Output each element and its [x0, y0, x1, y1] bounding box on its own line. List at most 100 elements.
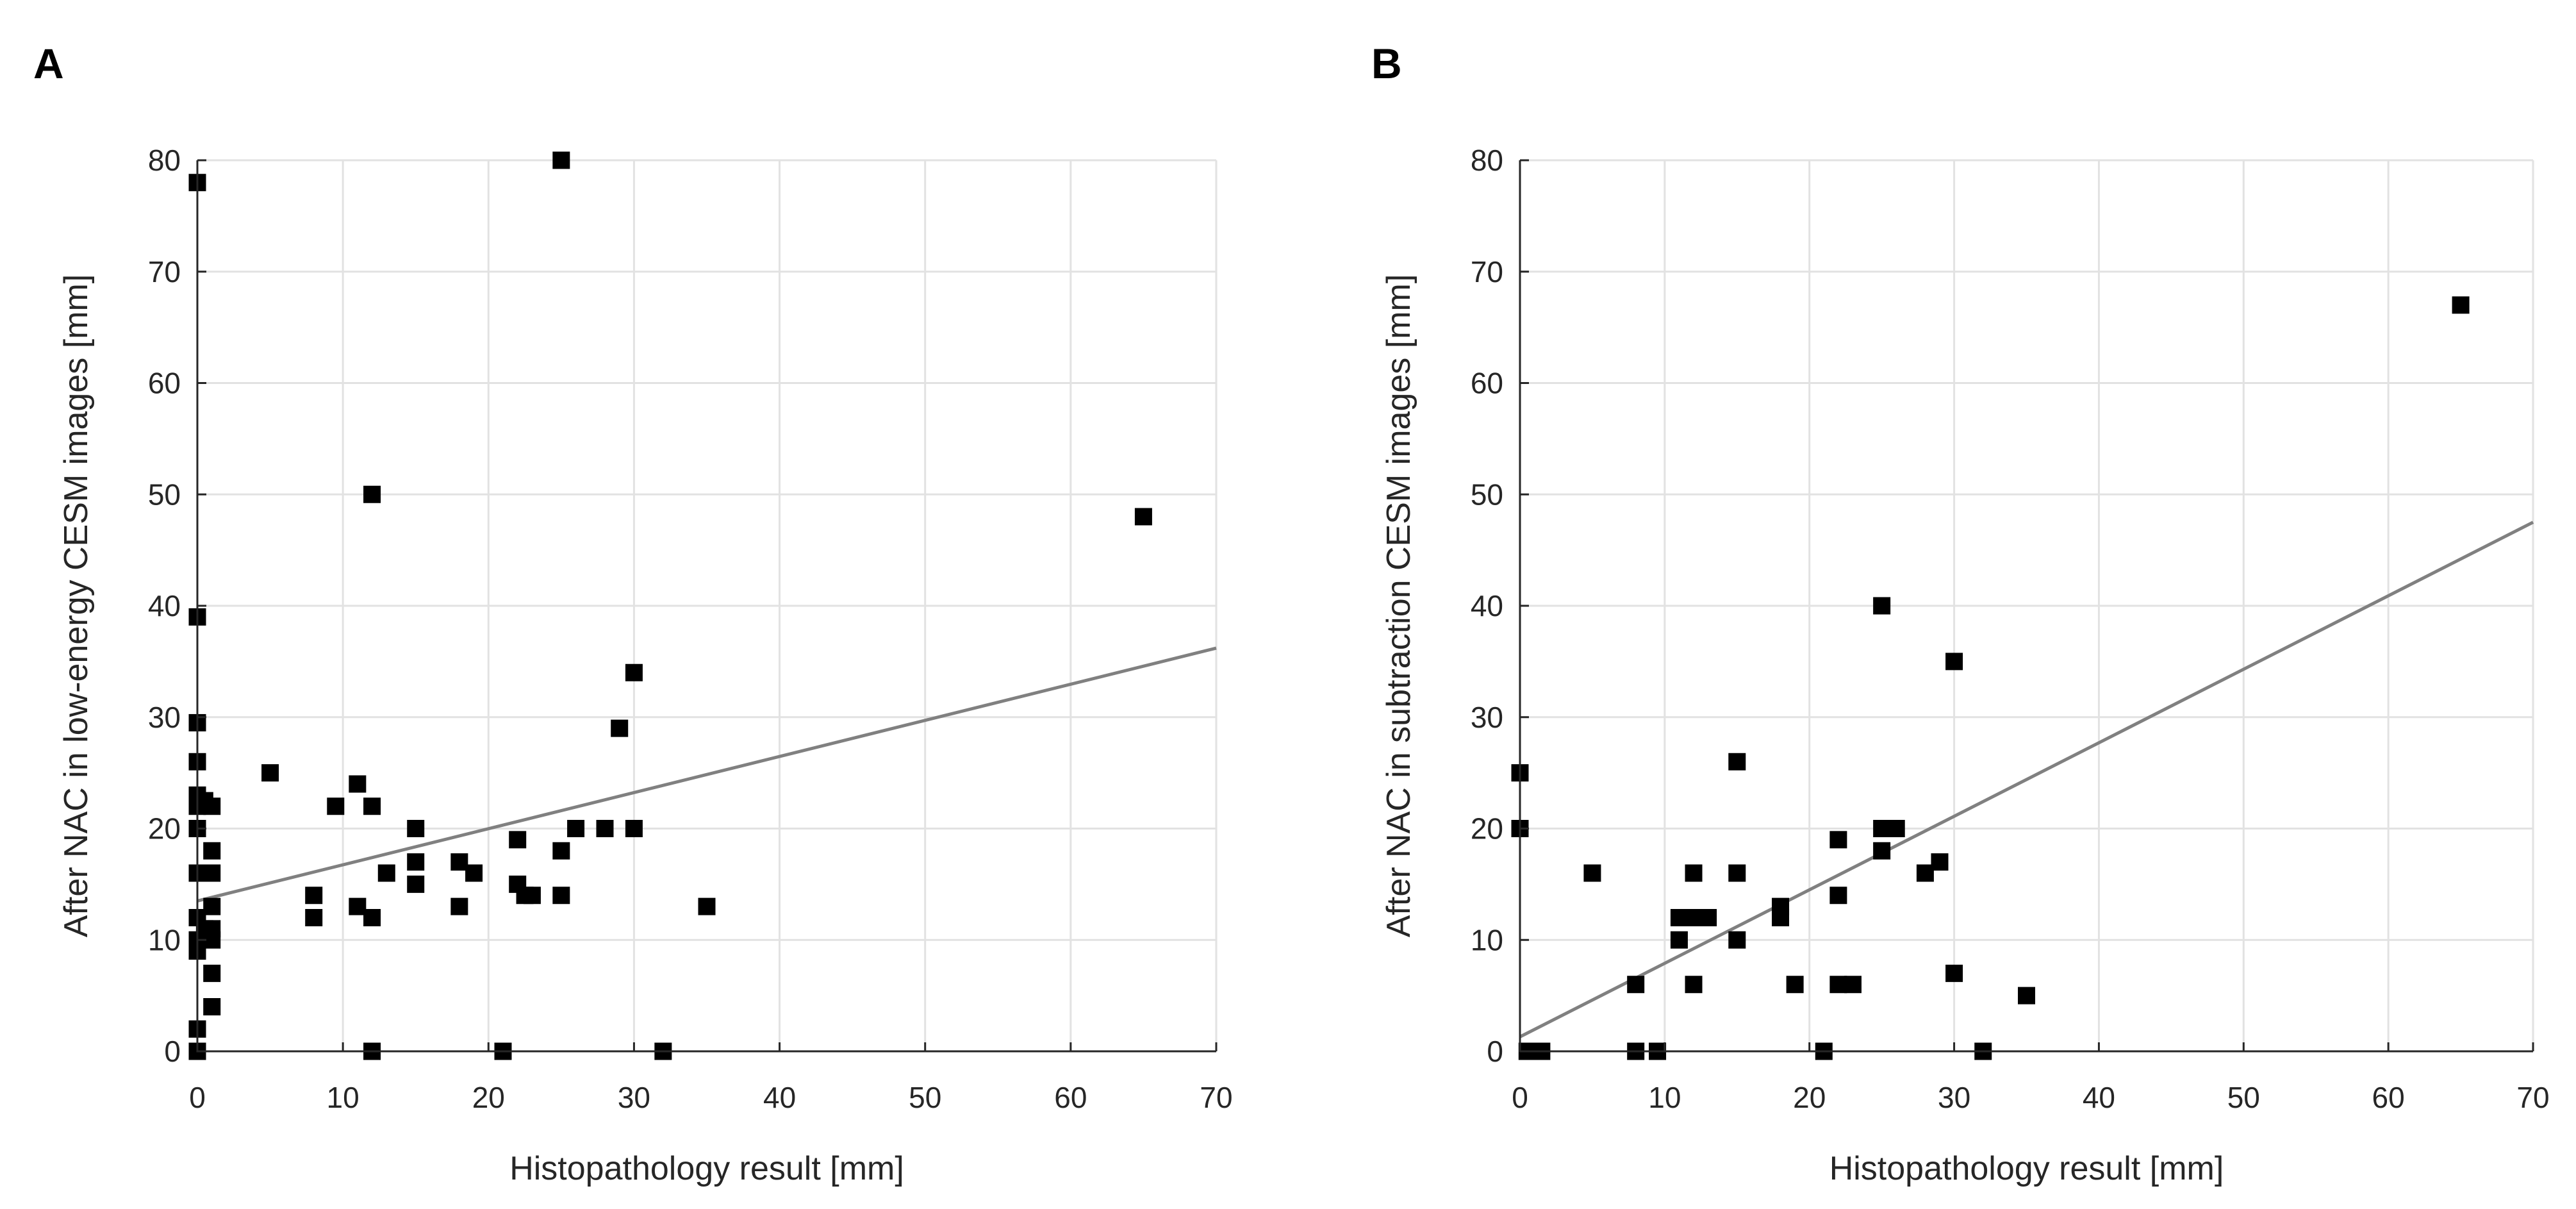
data-point: [203, 842, 221, 860]
data-point: [625, 820, 643, 837]
data-point: [1873, 842, 1891, 860]
data-point: [1670, 931, 1688, 949]
data-point: [1931, 853, 1949, 871]
data-point: [1685, 864, 1703, 882]
x-tick-label: 10: [327, 1081, 359, 1114]
panel-label-a: A: [33, 40, 64, 87]
data-point: [363, 485, 381, 503]
data-point: [1829, 887, 1847, 905]
data-point: [567, 820, 585, 837]
data-point: [1772, 909, 1790, 926]
data-point: [1583, 864, 1601, 882]
data-point: [1728, 864, 1746, 882]
grid-b: [1520, 159, 2534, 1051]
data-point: [552, 842, 570, 860]
axes-b: [1519, 159, 2534, 1053]
y-tick-labels-a: 0 10 20 30 40 50 60 70 80: [148, 144, 181, 1068]
data-point: [349, 897, 367, 915]
data-point: [625, 663, 643, 681]
data-point: [349, 775, 367, 793]
y-tick-label: 40: [1471, 589, 1503, 622]
data-point: [363, 909, 381, 926]
x-tick-label: 20: [472, 1081, 505, 1114]
y-axis-label-b: After NAC in subtraction CESM images [mm…: [1380, 274, 1417, 938]
scatter-panel-b: B 0 10 20 30 40 50 60 70 0 10 20 30 40 5…: [1288, 0, 2576, 1209]
y-tick-label: 60: [148, 367, 181, 400]
y-tick-label: 20: [148, 812, 181, 846]
data-point: [552, 887, 570, 905]
data-point: [1699, 909, 1717, 926]
grid-a: [197, 159, 1218, 1051]
data-point: [2018, 987, 2035, 1005]
x-tick-label: 0: [1512, 1081, 1528, 1114]
x-tick-label: 60: [2372, 1081, 2405, 1114]
y-tick-label: 30: [1471, 701, 1503, 734]
data-point: [552, 151, 570, 169]
data-point: [1887, 820, 1905, 837]
chart-b-svg: B 0 10 20 30 40 50 60 70 0 10 20 30 40 5…: [1371, 40, 2550, 1187]
y-tick-label: 10: [1471, 923, 1503, 956]
data-point: [450, 897, 468, 915]
data-point: [1685, 909, 1703, 926]
x-tick-label: 30: [1938, 1081, 1970, 1114]
data-point: [1728, 931, 1746, 949]
x-tick-label: 50: [909, 1081, 941, 1114]
data-point: [611, 719, 629, 737]
y-tick-label: 80: [148, 144, 181, 177]
data-point: [1945, 964, 1963, 982]
regression-line-a: [197, 646, 1217, 903]
data-point: [465, 864, 483, 882]
chart-a-svg: A 0 10 20 30 40 50 60 70 0 10 20 30 40 5…: [33, 40, 1233, 1187]
data-point: [1873, 820, 1891, 837]
data-point: [1627, 976, 1645, 994]
data-point: [203, 797, 221, 815]
data-point: [1670, 909, 1688, 926]
data-point: [1829, 976, 1847, 994]
panel-label-b: B: [1371, 40, 1402, 87]
x-axis-label-b: Histopathology result [mm]: [1829, 1150, 2224, 1187]
data-point: [1844, 976, 1862, 994]
data-point: [2452, 296, 2470, 314]
y-axis-label-a: After NAC in low-energy CESM images [mm]: [58, 274, 95, 938]
x-tick-label: 10: [1648, 1081, 1681, 1114]
data-point: [523, 887, 541, 905]
data-point: [1134, 508, 1152, 526]
y-tick-label: 10: [148, 923, 181, 956]
y-tick-label: 50: [148, 478, 181, 511]
axes-a: [196, 159, 1218, 1053]
data-point: [203, 897, 221, 915]
y-tick-label: 60: [1471, 367, 1503, 400]
y-tick-label: 80: [1471, 144, 1503, 177]
data-point: [407, 820, 425, 837]
data-point: [407, 853, 425, 871]
x-tick-label: 0: [189, 1081, 206, 1114]
x-tick-label: 50: [2227, 1081, 2260, 1114]
data-point: [203, 964, 221, 982]
y-tick-label: 70: [1471, 255, 1503, 288]
data-point: [1916, 864, 1934, 882]
data-point: [203, 998, 221, 1015]
y-tick-labels-b: 0 10 20 30 40 50 60 70 80: [1471, 144, 1503, 1068]
x-tick-label: 40: [2083, 1081, 2115, 1114]
data-point: [698, 897, 716, 915]
data-point: [305, 909, 323, 926]
data-points-b: [1511, 296, 2470, 1060]
x-tick-label: 70: [1200, 1081, 1232, 1114]
y-tick-label: 50: [1471, 478, 1503, 511]
x-tick-label: 20: [1793, 1081, 1826, 1114]
data-point: [377, 864, 395, 882]
x-tick-label: 60: [1054, 1081, 1087, 1114]
data-point: [596, 820, 614, 837]
data-point: [1786, 976, 1804, 994]
y-tick-label: 0: [164, 1035, 181, 1068]
scatter-panel-a: A 0 10 20 30 40 50 60 70 0 10 20 30 40 5…: [33, 40, 1233, 1187]
data-point: [261, 764, 279, 782]
data-point: [450, 853, 468, 871]
y-tick-label: 30: [148, 701, 181, 734]
data-point: [305, 887, 323, 905]
x-tick-label: 40: [763, 1081, 796, 1114]
data-point: [509, 831, 527, 849]
x-tick-label: 70: [2516, 1081, 2549, 1114]
x-tick-label: 30: [618, 1081, 650, 1114]
data-point: [363, 797, 381, 815]
